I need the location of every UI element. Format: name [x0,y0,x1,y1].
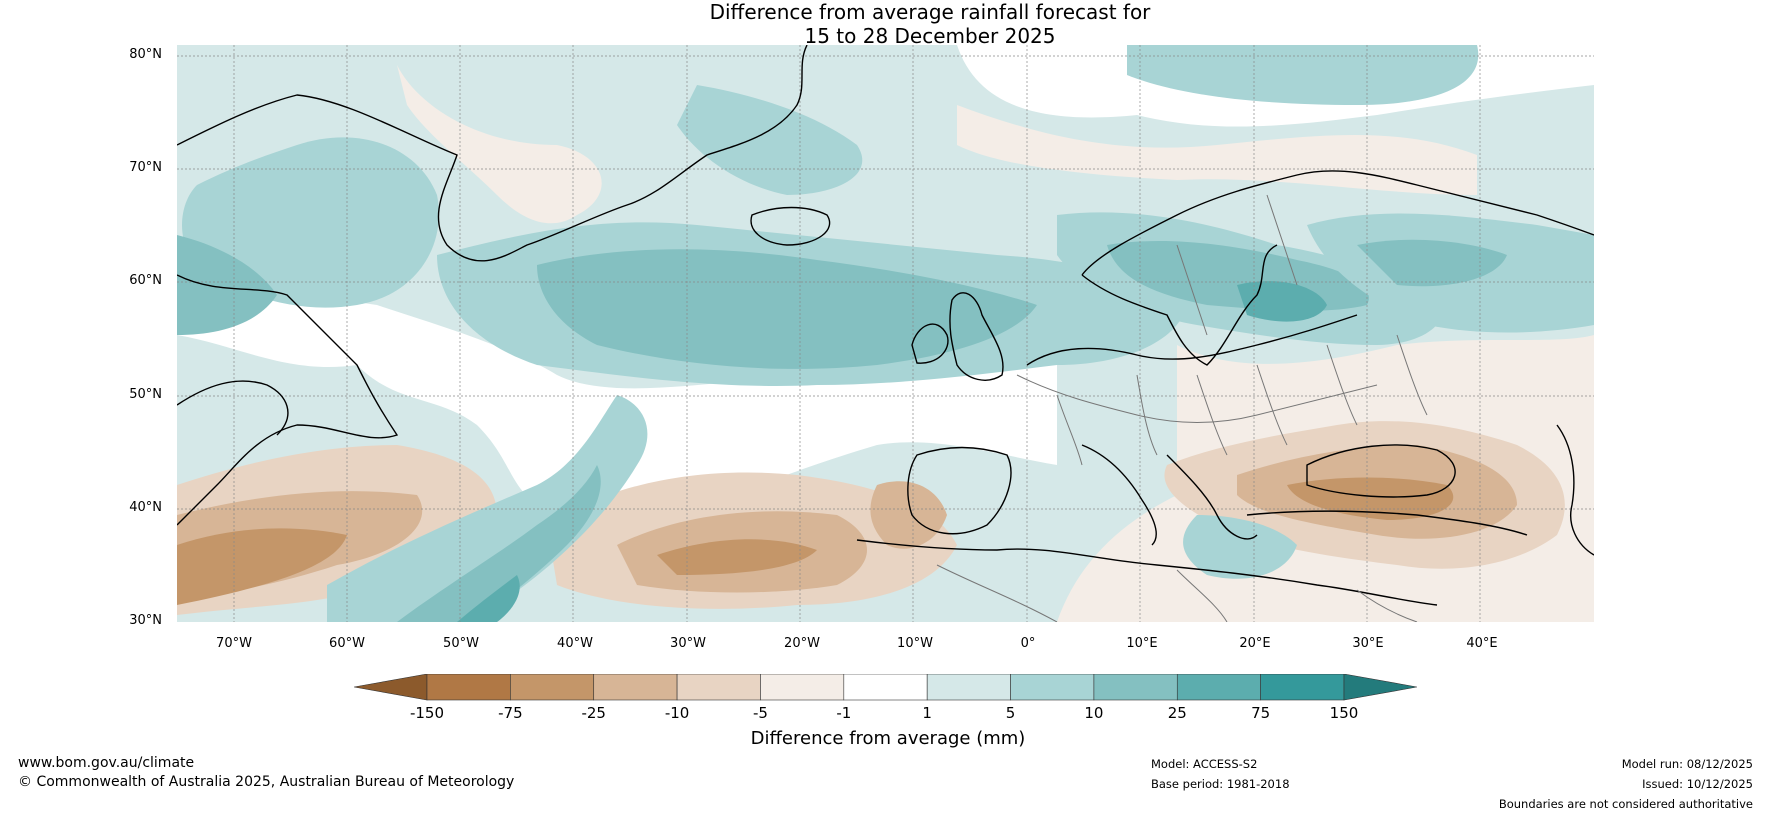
lon-label-60w: 60°W [329,636,365,651]
colorbar-tick-label: -25 [581,704,606,722]
lon-label-50w: 50°W [443,636,479,651]
dry-zone [957,105,1477,195]
colorbar-tick-label: 10 [1084,704,1104,722]
country-borders [936,194,1428,622]
lat-label-70n: 70°N [129,160,162,175]
wet-zone [1183,515,1297,579]
dry-zone [870,481,947,549]
wet-zone [1357,239,1507,287]
lat-label-60n: 60°N [129,273,162,288]
colorbar-segment [593,674,678,701]
lon-label-20w: 20°W [784,636,820,651]
colorbar-segment [1010,674,1095,701]
colorbar-tick-label: 75 [1251,704,1271,722]
wet-zone [537,249,1037,369]
dry-zone [397,65,602,224]
lat-label-50n: 50°N [129,387,162,402]
colorbar-label: Difference from average (mm) [750,728,1026,749]
colorbar-segment [676,674,761,701]
lat-label-40n: 40°N [129,500,162,515]
lon-label-10e: 10°E [1126,636,1158,651]
footer-model-run: Model run: 08/12/2025 [1621,757,1753,771]
colorbar-segments [354,674,1417,701]
colorbar-tick-label: 150 [1329,704,1359,722]
lon-label-10w: 10°W [897,636,933,651]
footer-base-period: Base period: 1981-2018 [1151,777,1290,791]
colorbar-segment [843,674,928,701]
colorbar-segment [1260,674,1345,701]
map-svg [177,45,1594,622]
title-line-2: 15 to 28 December 2025 [804,24,1056,48]
rainfall-map[interactable] [177,45,1594,622]
colorbar-segment [926,674,1011,701]
wet-zone [1237,281,1327,322]
lon-label-40w: 40°W [557,636,593,651]
colorbar-extend-low [354,674,428,701]
dry-zone [177,528,347,605]
colorbar-segment [1176,674,1261,701]
wet-zone [457,575,520,622]
footer-copyright: © Commonwealth of Australia 2025, Austra… [18,774,515,790]
lon-label-70w: 70°W [216,636,252,651]
wet-zone [327,395,648,622]
lat-label-80n: 80°N [129,47,162,62]
wet-zone [177,235,277,335]
lon-label-30w: 30°W [670,636,706,651]
dry-zone [657,539,817,575]
footer-model: Model: ACCESS-S2 [1151,757,1258,771]
colorbar-extend-high [1343,674,1417,701]
colorbar-tick-label: -10 [664,704,690,722]
colorbar-tick-label: -150 [409,704,445,722]
colorbar [354,674,1417,701]
colorbar-tick-label: 25 [1167,704,1187,722]
chart-title: Difference from average rainfall forecas… [0,0,1770,48]
colorbar-segment [426,674,511,701]
footer-issued: Issued: 10/12/2025 [1642,777,1753,791]
lon-label-40e: 40°E [1466,636,1498,651]
colorbar-segment [1093,674,1178,701]
dry-zone [1287,477,1454,520]
wet-zone [1127,45,1479,105]
colorbar-segment [760,674,845,701]
coastlines [177,45,1594,606]
colorbar-tick-label: -5 [752,704,768,722]
lat-label-30n: 30°N [129,613,162,628]
colorbar-tick-label: -75 [498,704,523,722]
lon-label-0: 0° [1020,636,1036,651]
colorbar-tick-label: 5 [1005,704,1016,722]
title-line-1: Difference from average rainfall forecas… [709,0,1151,24]
lon-label-30e: 30°E [1352,636,1384,651]
lon-label-20e: 20°E [1239,636,1271,651]
footer-website[interactable]: www.bom.gov.au/climate [18,755,195,771]
footer-disclaimer: Boundaries are not considered authoritat… [1498,797,1753,811]
wet-zone [677,85,863,195]
graticule [177,45,1594,622]
colorbar-tick-label: -1 [836,704,852,722]
colorbar-tick-label: 1 [922,704,932,722]
colorbar-segment [510,674,595,701]
